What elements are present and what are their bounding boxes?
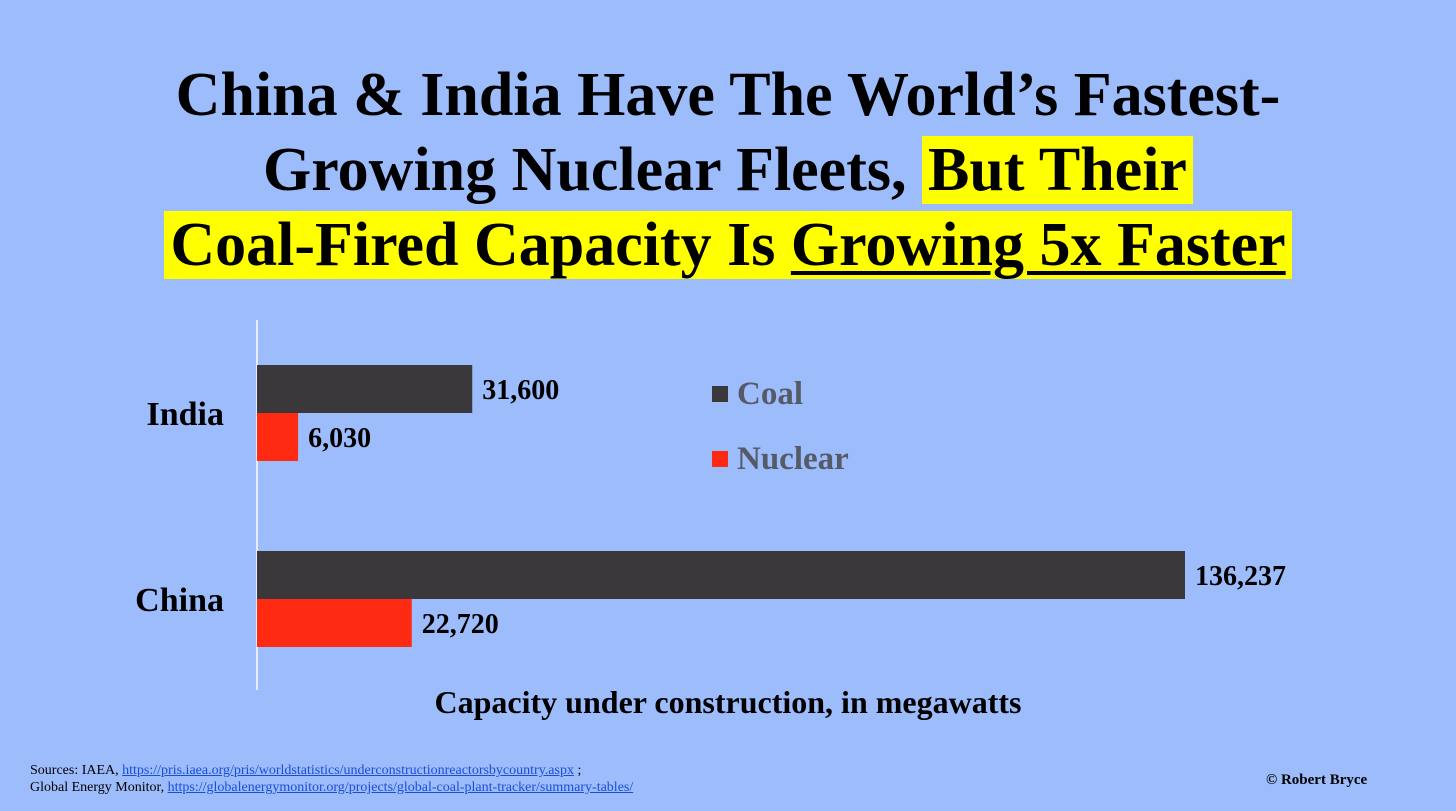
legend-swatch-nuclear xyxy=(712,451,728,467)
title-line-2-plain: Growing Nuclear Fleets, xyxy=(263,136,922,204)
category-label-china: China xyxy=(135,582,224,619)
bar-nuclear-china xyxy=(257,599,412,647)
title-line-3-plain: Coal-Fired Capacity Is xyxy=(170,211,791,279)
data-label-coal-india: 31,600 xyxy=(482,375,559,406)
data-label-coal-china: 136,237 xyxy=(1195,561,1286,592)
title-line-3-highlight: Coal-Fired Capacity Is Growing 5x Faster xyxy=(164,211,1292,279)
title-line-3-underlined: Growing 5x Faster xyxy=(790,211,1286,279)
sources-line-1: Sources: IAEA, https://pris.iaea.org/pri… xyxy=(30,762,633,779)
title-line-2: Growing Nuclear Fleets, But Their xyxy=(0,133,1456,208)
title-line-3: Coal-Fired Capacity Is Growing 5x Faster xyxy=(0,208,1456,283)
legend-swatch-coal xyxy=(712,386,728,402)
legend-label-coal: Coal xyxy=(737,375,803,412)
bar-nuclear-india xyxy=(257,413,299,461)
sources-separator: ; xyxy=(573,763,582,778)
legend-item-nuclear: Nuclear xyxy=(712,440,849,478)
sources-line-2: Global Energy Monitor, https://globalene… xyxy=(30,779,633,796)
copyright-notice: © Robert Bryce xyxy=(1266,772,1368,788)
iaea-link[interactable]: https://pris.iaea.org/pris/worldstatisti… xyxy=(122,763,574,778)
title-line-2-highlight: But Their xyxy=(921,136,1193,204)
x-axis-title: Capacity under construction, in megawatt… xyxy=(434,684,1022,720)
category-label-india: India xyxy=(147,396,225,433)
bar-coal-india xyxy=(257,365,473,413)
sources-note: Sources: IAEA, https://pris.iaea.org/pri… xyxy=(30,762,633,796)
bar-coal-china xyxy=(257,551,1185,599)
title-line-1: China & India Have The World’s Fastest- xyxy=(175,61,1281,129)
data-label-nuclear-india: 6,030 xyxy=(308,423,371,454)
gem-prefix: Global Energy Monitor, xyxy=(30,780,168,795)
legend-item-coal: Coal xyxy=(712,375,849,413)
gem-link[interactable]: https://globalenergymonitor.org/projects… xyxy=(167,780,634,795)
chart-legend: Coal Nuclear xyxy=(712,375,849,505)
data-label-nuclear-china: 22,720 xyxy=(422,609,499,640)
chart-title: China & India Have The World’s Fastest- … xyxy=(0,58,1456,283)
legend-label-nuclear: Nuclear xyxy=(737,440,849,477)
sources-prefix: Sources: IAEA, xyxy=(30,763,123,778)
